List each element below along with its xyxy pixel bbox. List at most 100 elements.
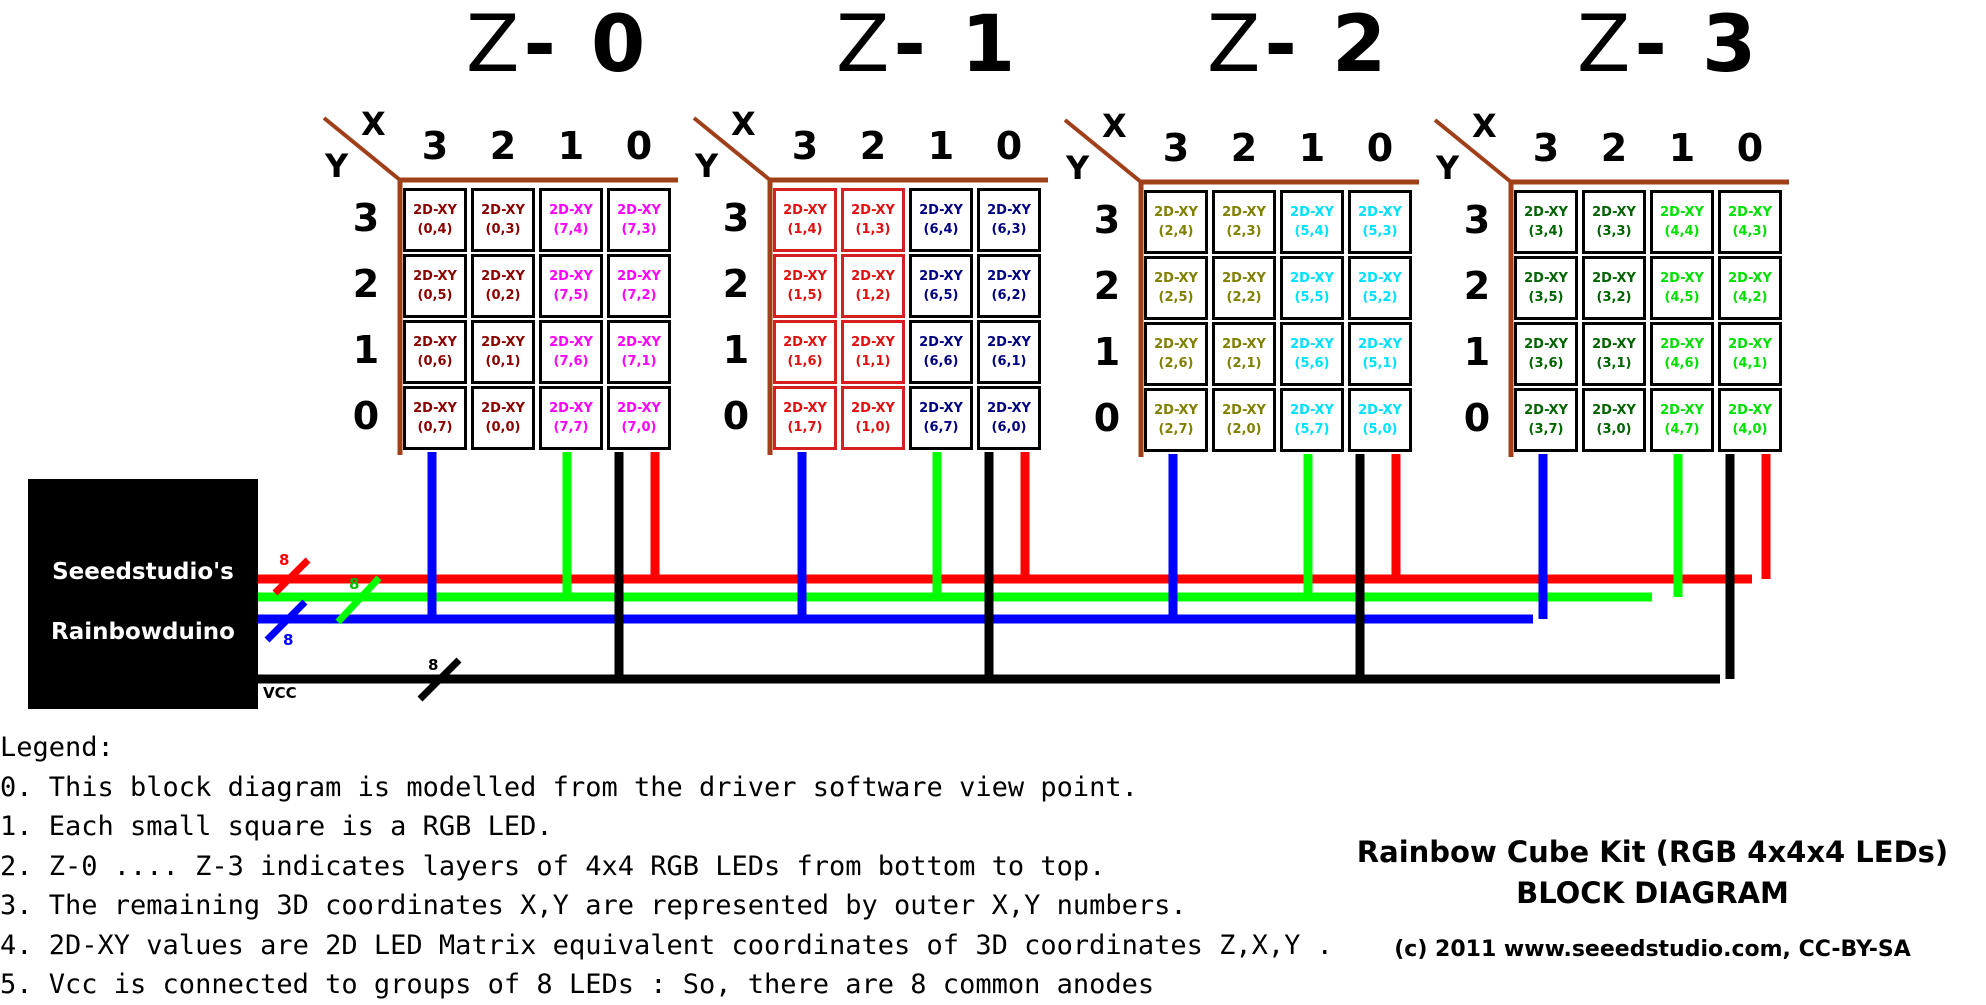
y-number: 0 — [352, 394, 380, 438]
blue-bus-count: 8 — [283, 631, 294, 649]
led-label: 2D-XY — [481, 335, 525, 350]
led-label: 2D-XY — [1728, 271, 1772, 286]
led-coordinate: (5,7) — [1294, 422, 1330, 437]
y-number: 2 — [722, 262, 750, 306]
led-coordinate: (6,5) — [923, 288, 959, 303]
led-label: 2D-XY — [851, 203, 895, 218]
led-label: 2D-XY — [1728, 205, 1772, 220]
led-coordinate: (4,0) — [1732, 422, 1768, 437]
led-label: 2D-XY — [1660, 337, 1704, 352]
x-number: 2 — [1230, 126, 1258, 170]
led-coordinate: (4,7) — [1664, 422, 1700, 437]
led-cell: 2D-XY (1,1) — [841, 320, 905, 384]
led-cell: 2D-XY (6,4) — [909, 188, 973, 252]
led-label: 2D-XY — [1358, 337, 1402, 352]
layer-prefix: Z — [466, 0, 524, 90]
led-cell: 2D-XY (7,5) — [539, 254, 603, 318]
led-label: 2D-XY — [1728, 337, 1772, 352]
led-coordinate: (1,0) — [855, 420, 891, 435]
led-coordinate: (3,3) — [1596, 224, 1632, 239]
led-coordinate: (1,7) — [787, 420, 823, 435]
y-number: 3 — [722, 196, 750, 240]
led-cell: 2D-XY (5,4) — [1280, 190, 1344, 254]
led-cell: 2D-XY (0,0) — [471, 386, 535, 450]
y-number: 3 — [1093, 198, 1121, 242]
led-cell: 2D-XY (5,1) — [1348, 322, 1412, 386]
legend-line: 3. The remaining 3D coordinates X,Y are … — [0, 890, 1187, 921]
green-bus-slash — [335, 575, 382, 625]
led-label: 2D-XY — [987, 203, 1031, 218]
layer-title-z1: Z- 1 — [836, 0, 1019, 90]
led-label: 2D-XY — [1592, 205, 1636, 220]
led-label: 2D-XY — [617, 203, 661, 218]
led-coordinate: (7,4) — [553, 222, 589, 237]
layer-prefix: Z — [836, 0, 894, 90]
led-label: 2D-XY — [987, 335, 1031, 350]
led-cell: 2D-XY (2,6) — [1144, 322, 1208, 386]
led-coordinate: (1,1) — [855, 354, 891, 369]
led-label: 2D-XY — [987, 269, 1031, 284]
led-label: 2D-XY — [1154, 205, 1198, 220]
green-bus-count: 8 — [349, 575, 360, 593]
led-label: 2D-XY — [481, 269, 525, 284]
axis-y-label: Y — [1436, 149, 1460, 187]
led-coordinate: (2,4) — [1158, 224, 1194, 239]
led-cell: 2D-XY (1,2) — [841, 254, 905, 318]
layer-suffix: - 3 — [1634, 0, 1761, 90]
led-cell: 2D-XY (1,5) — [773, 254, 837, 318]
x-number: 2 — [1600, 126, 1628, 170]
led-label: 2D-XY — [413, 335, 457, 350]
y-number: 0 — [722, 394, 750, 438]
led-cell: 2D-XY (7,7) — [539, 386, 603, 450]
led-label: 2D-XY — [413, 401, 457, 416]
red-bus-slash — [272, 557, 311, 596]
led-coordinate: (5,3) — [1362, 224, 1398, 239]
vcc-label: VCC — [263, 684, 297, 702]
x-number: 3 — [421, 124, 449, 168]
led-cell: 2D-XY (3,5) — [1514, 256, 1578, 320]
legend-line: 1. Each small square is a RGB LED. — [0, 811, 553, 842]
y-number: 3 — [352, 196, 380, 240]
led-label: 2D-XY — [1524, 337, 1568, 352]
led-cell: 2D-XY (5,0) — [1348, 388, 1412, 452]
led-coordinate: (6,6) — [923, 354, 959, 369]
led-label: 2D-XY — [1290, 337, 1334, 352]
led-coordinate: (2,1) — [1226, 356, 1262, 371]
layer-title-z2: Z- 2 — [1207, 0, 1390, 90]
led-cell: 2D-XY (6,0) — [977, 386, 1041, 450]
led-label: 2D-XY — [413, 203, 457, 218]
axis-y-label: Y — [1066, 149, 1090, 187]
led-label: 2D-XY — [1592, 337, 1636, 352]
led-cell: 2D-XY (6,3) — [977, 188, 1041, 252]
legend-line: 5. Vcc is connected to groups of 8 LEDs … — [0, 969, 1155, 1000]
led-coordinate: (1,5) — [787, 288, 823, 303]
led-coordinate: (5,2) — [1362, 290, 1398, 305]
led-coordinate: (2,3) — [1226, 224, 1262, 239]
x-number: 1 — [1298, 126, 1326, 170]
y-number: 2 — [1093, 264, 1121, 308]
led-coordinate: (6,3) — [991, 222, 1027, 237]
led-label: 2D-XY — [617, 335, 661, 350]
led-cell: 2D-XY (2,2) — [1212, 256, 1276, 320]
led-cell: 2D-XY (1,3) — [841, 188, 905, 252]
controller-line1: Seeedstudio's — [52, 559, 234, 585]
led-label: 2D-XY — [919, 203, 963, 218]
led-label: 2D-XY — [1358, 271, 1402, 286]
axis-diagonal-z0 — [322, 116, 402, 182]
led-cell: 2D-XY (3,4) — [1514, 190, 1578, 254]
legend-line: 2. Z-0 .... Z-3 indicates layers of 4x4 … — [0, 850, 1106, 882]
led-coordinate: (4,1) — [1732, 356, 1768, 371]
led-cell: 2D-XY (1,6) — [773, 320, 837, 384]
led-cell: 2D-XY (2,7) — [1144, 388, 1208, 452]
blue-bus-slash — [264, 599, 308, 643]
led-label: 2D-XY — [481, 203, 525, 218]
led-label: 2D-XY — [1222, 205, 1266, 220]
led-coordinate: (6,7) — [923, 420, 959, 435]
led-coordinate: (4,3) — [1732, 224, 1768, 239]
led-cell: 2D-XY (3,3) — [1582, 190, 1646, 254]
y-number: 1 — [1463, 330, 1491, 374]
black-bus-count: 8 — [428, 656, 439, 674]
controller-line2: Rainbowduino — [51, 619, 235, 645]
led-coordinate: (0,0) — [485, 420, 521, 435]
y-number: 2 — [1463, 264, 1491, 308]
